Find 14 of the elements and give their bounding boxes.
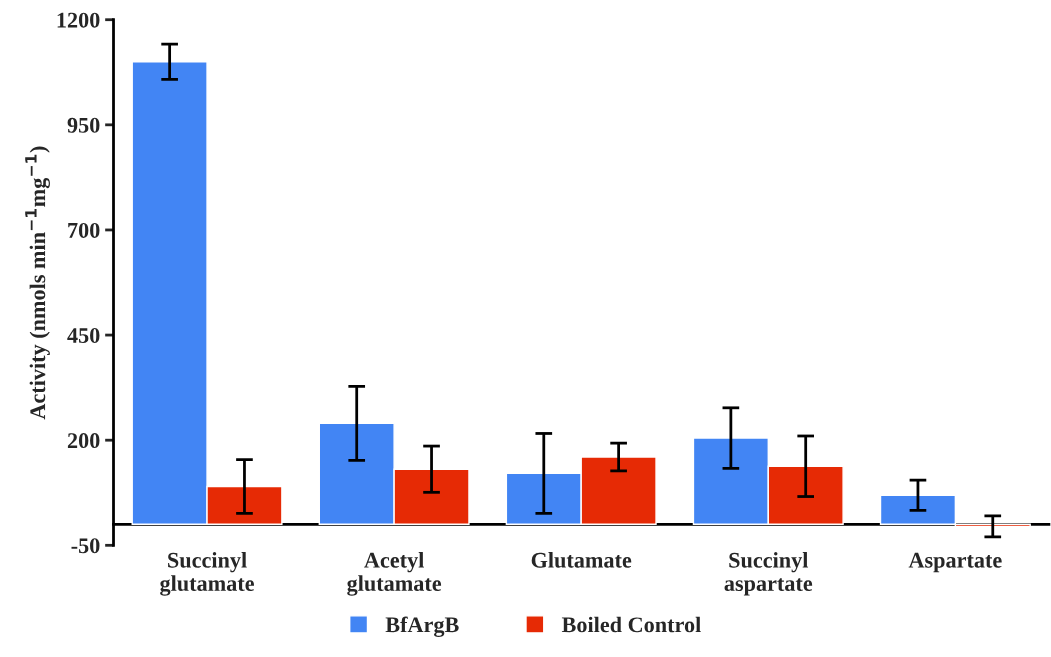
- y-axis-title: Activity (nmols min$^{−1}$mg$^{−1}$): [25, 146, 50, 420]
- legend-label: BfArgB: [385, 616, 459, 637]
- x-tick-label: Acetyl glutamate: [347, 552, 442, 596]
- y-tick-label: -50: [71, 538, 100, 554]
- y-tick-label: 700: [68, 222, 100, 238]
- x-tick-label: Succinyl aspartate: [724, 552, 813, 596]
- y-tick-label: 200: [67, 433, 100, 449]
- y-tick-label: 950: [67, 117, 100, 133]
- x-tick-label: Aspartate: [908, 552, 1002, 573]
- y-tick-label: 1200: [57, 12, 100, 28]
- legend-label: Boiled Control: [561, 616, 701, 633]
- x-tick-label: Glutamate: [531, 552, 632, 568]
- y-tick-label: 450: [67, 328, 100, 343]
- x-tick-label: Succinyl glutamate: [160, 552, 254, 596]
